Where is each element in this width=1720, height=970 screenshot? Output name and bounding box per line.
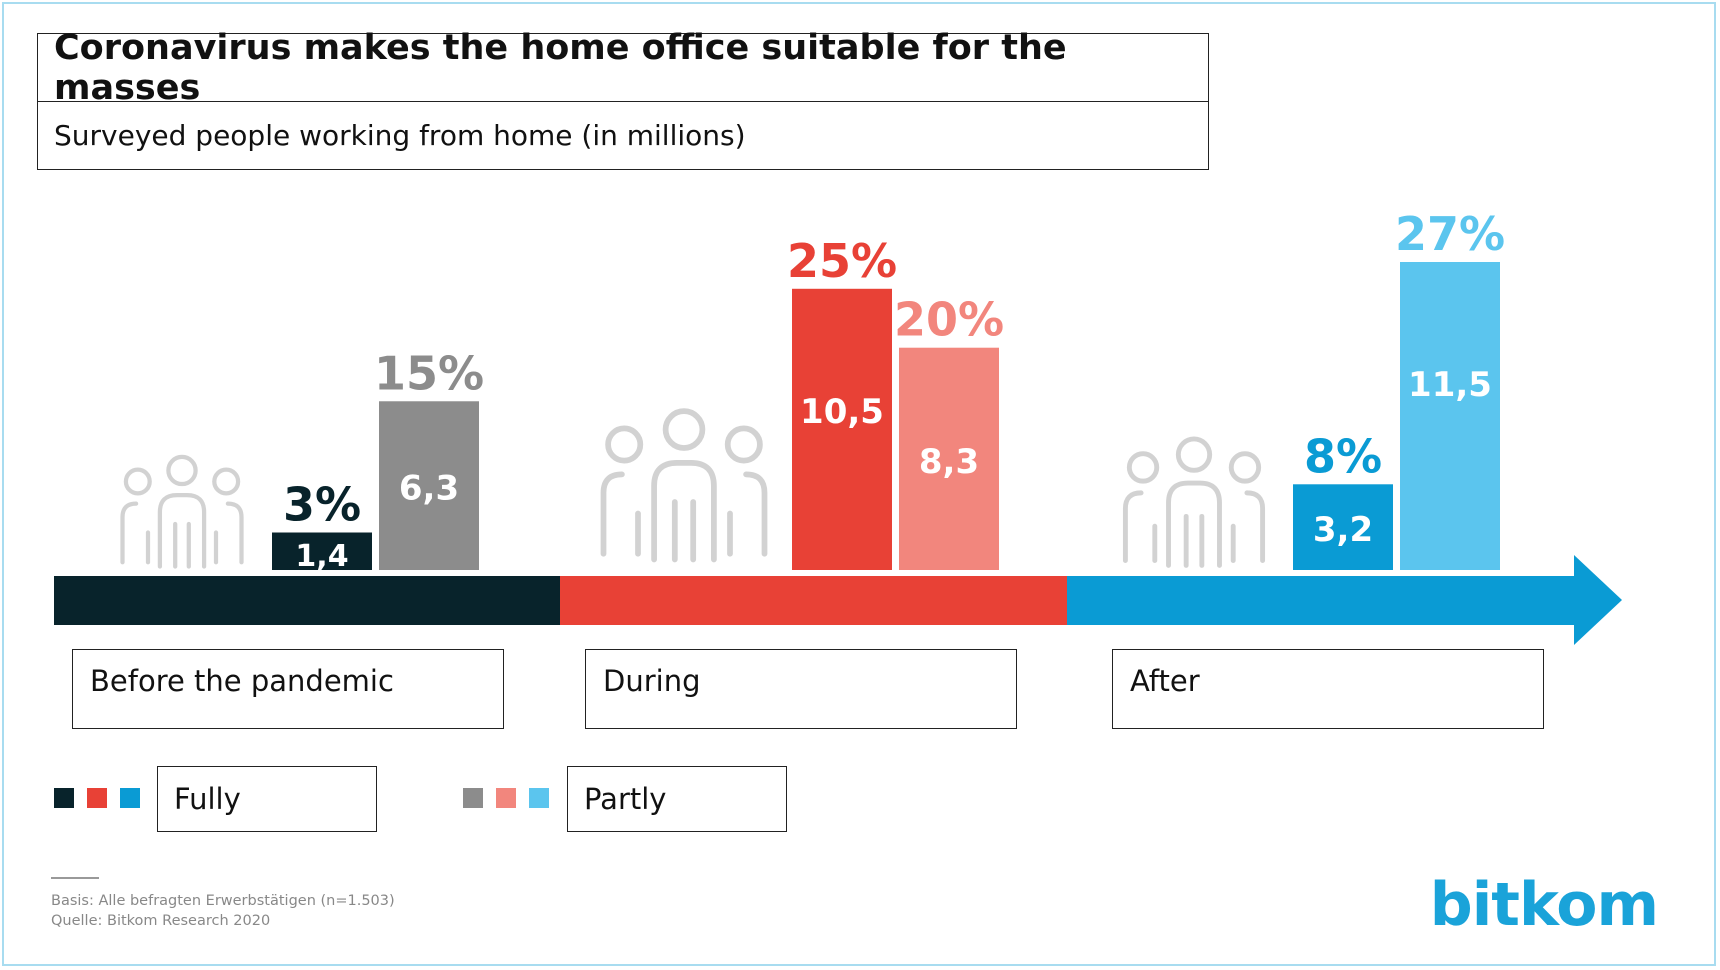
value-label-partly-during: 8,3 (919, 442, 979, 482)
timeline-segment-after (1067, 576, 1576, 625)
bitkom-logo: bitkom (1429, 870, 1659, 940)
phase-label-after: After (1112, 649, 1544, 729)
value-label-fully-after: 3,2 (1313, 510, 1373, 550)
timeline-segment-before (54, 576, 560, 625)
people-icon-before (120, 454, 244, 569)
timeline-arrowhead (1574, 555, 1622, 645)
value-label-fully-before: 1,4 (295, 539, 348, 574)
legend-swatch-partly-after (529, 788, 549, 808)
legend-swatch-partly-during (496, 788, 516, 808)
percent-label-partly-before: 15% (374, 346, 484, 400)
percent-label-partly-during: 20% (894, 293, 1004, 347)
phase-label-during: During (585, 649, 1017, 729)
chart-title: Coronavirus makes the home office suitab… (38, 28, 1208, 108)
bar-fully-after (1293, 484, 1393, 570)
percent-label-fully-after: 8% (1304, 429, 1382, 483)
footnote-source: Quelle: Bitkom Research 2020 (51, 913, 271, 929)
chart-subtitle: Surveyed people working from home (in mi… (54, 119, 746, 152)
bar-fully-during (792, 288, 892, 570)
legend-swatch-fully-after (120, 788, 140, 808)
bar-partly-before (379, 401, 479, 570)
percent-label-fully-during: 25% (787, 234, 897, 288)
bar-partly-during (899, 347, 999, 570)
footnote-basis: Basis: Alle befragten Erwerbstätigen (n=… (51, 893, 395, 909)
value-label-fully-during: 10,5 (800, 392, 884, 432)
value-label-partly-before: 6,3 (399, 469, 459, 509)
bar-fully-before (272, 532, 372, 570)
percent-label-partly-after: 27% (1395, 207, 1505, 261)
people-icon-during (600, 408, 768, 563)
footnote-rule (51, 877, 99, 879)
bar-partly-after (1400, 262, 1500, 570)
people-icon-after (1122, 436, 1266, 568)
legend-partly: Partly (567, 766, 787, 832)
phase-label-before: Before the pandemic (72, 649, 504, 729)
percent-label-fully-before: 3% (283, 478, 361, 532)
timeline-segment-during (560, 576, 1067, 625)
legend-swatch-fully-before (54, 788, 74, 808)
legend-swatch-partly-before (463, 788, 483, 808)
legend-fully: Fully (157, 766, 377, 832)
value-label-partly-after: 11,5 (1408, 365, 1492, 405)
legend-swatch-fully-during (87, 788, 107, 808)
title-box: Coronavirus makes the home office suitab… (37, 28, 1209, 170)
